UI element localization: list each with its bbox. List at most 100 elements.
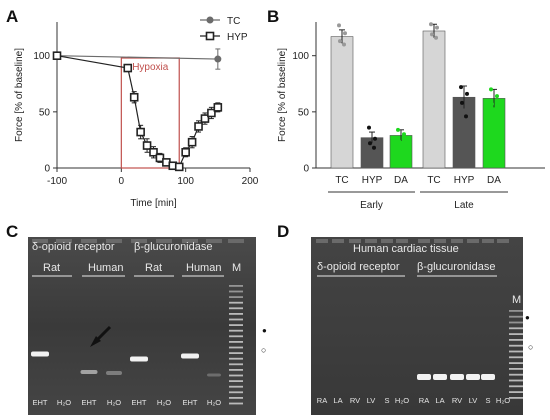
gel-c-marker-label: M: [232, 262, 241, 274]
gel-ladder-band: [229, 380, 243, 382]
gel-c-sub-rat-2: Rat: [145, 262, 162, 274]
a-x-tick-label: 0: [119, 176, 125, 187]
gel-d-lane-label: RV: [452, 396, 462, 405]
gel-well: [365, 239, 377, 243]
gel-well: [206, 239, 222, 243]
gel-band: [130, 356, 148, 362]
gel-c-filled-mark: ●: [262, 326, 267, 335]
gel-d-header-left: δ-opioid receptor: [317, 261, 400, 273]
gel-ladder-band: [229, 402, 243, 405]
b-x-tick-label: HYP: [454, 175, 475, 186]
gel-ladder-band: [229, 391, 243, 394]
gel-c-lane-label: EHT: [82, 398, 97, 407]
a-point-hyp: [52, 51, 62, 60]
gel-ladder-band: [509, 385, 523, 388]
a-point-hyp: [194, 122, 203, 131]
panel-c-label: C: [6, 222, 18, 241]
a-legend-marker: [205, 31, 215, 41]
gel-well: [156, 239, 172, 243]
b-x-tick-label: DA: [487, 175, 501, 186]
gel-well: [106, 239, 122, 243]
a-point-hyp: [207, 108, 216, 118]
gel-ladder-band: [509, 356, 523, 359]
panel-d-label: D: [277, 222, 289, 241]
gel-c-lane-label: H₂O: [57, 398, 71, 407]
b-data-point: [373, 136, 377, 141]
b-x-tick-label: TC: [427, 175, 440, 186]
b-bar: [330, 36, 354, 169]
b-data-point: [459, 85, 463, 90]
b-data-point: [343, 31, 347, 36]
gel-c-lane-label: EHT: [33, 398, 48, 407]
gel-well: [32, 239, 48, 243]
gel-d-lane-label: LA: [435, 396, 444, 405]
panel-a-label: A: [6, 7, 18, 26]
gel-ladder-band: [509, 321, 523, 324]
b-data-point: [434, 35, 438, 40]
gel-ladder-band: [509, 373, 523, 376]
a-y-axis-label: Force [% of baseline]: [14, 48, 25, 142]
a-x-axis-label: Time [min]: [130, 198, 177, 209]
panel-b-label: B: [267, 7, 279, 26]
gel-well: [381, 239, 393, 243]
b-data-point: [465, 91, 469, 96]
gel-ladder-band: [509, 368, 523, 370]
gel-ladder-band: [509, 315, 523, 318]
gel-band: [466, 374, 480, 380]
a-point-hyp: [181, 147, 190, 157]
a-point-hyp: [129, 92, 139, 102]
a-legend-marker: [206, 16, 214, 24]
gel-well: [418, 239, 430, 243]
panel-b-chart: B 0 50 100 Force [% of baseline] TC HYP DA TC HY…: [267, 7, 545, 211]
b-x-tick-label: DA: [394, 175, 408, 186]
gel-c-lane-label: H₂O: [157, 398, 171, 407]
b-data-point: [489, 87, 493, 92]
gel-ladder-band: [229, 307, 243, 310]
b-data-point: [338, 39, 342, 44]
a-point-hyp: [155, 153, 165, 163]
a-point-hyp: [200, 114, 210, 123]
gel-c-sub-rat-1: Rat: [43, 262, 60, 274]
gel-band: [481, 374, 495, 380]
a-y-tick-label: 0: [44, 164, 50, 175]
panel-d-gel: D Human cardiac tissue δ-opioid receptor…: [277, 222, 533, 415]
gel-c-lane-label: H₂O: [207, 398, 221, 407]
a-series-line-tc: [56, 55, 218, 60]
gel-d-open-mark: ○: [528, 342, 533, 352]
gel-d-lane-label: S: [485, 396, 490, 405]
b-data-point: [430, 32, 434, 37]
a-point-hyp: [187, 137, 197, 147]
gel-well: [56, 239, 72, 243]
gel-ladder-band: [509, 333, 523, 335]
gel-ladder-band: [509, 397, 523, 399]
b-data-point: [401, 143, 405, 148]
a-y-tick-label: 100: [33, 51, 50, 62]
gel-band: [31, 351, 49, 357]
gel-band: [181, 353, 199, 359]
b-data-point: [402, 132, 406, 137]
b-data-point: [396, 127, 400, 132]
gel-ladder-band: [229, 346, 243, 349]
b-y-tick-label: 0: [303, 164, 309, 175]
gel-ladder-band: [229, 285, 243, 287]
b-data-point: [342, 42, 346, 47]
a-point-hyp: [213, 103, 223, 112]
b-data-point: [495, 94, 499, 99]
a-point-tc: [214, 55, 222, 63]
gel-ladder-band: [229, 335, 243, 338]
gel-well: [332, 239, 344, 243]
a-legend-label: HYP: [227, 32, 248, 43]
gel-d-background: [311, 237, 523, 415]
gel-ladder-band: [229, 341, 243, 343]
gel-ladder-band: [229, 329, 243, 332]
gel-ladder-band: [229, 313, 243, 315]
b-y-tick-label: 50: [298, 107, 310, 118]
gel-well: [434, 239, 446, 243]
gel-well: [396, 239, 408, 243]
a-point-hyp: [174, 162, 184, 172]
gel-ladder-band: [509, 391, 523, 393]
a-point-hyp: [142, 141, 152, 150]
gel-well: [228, 239, 244, 243]
gel-band: [417, 374, 431, 380]
gel-ladder-band: [229, 363, 243, 366]
